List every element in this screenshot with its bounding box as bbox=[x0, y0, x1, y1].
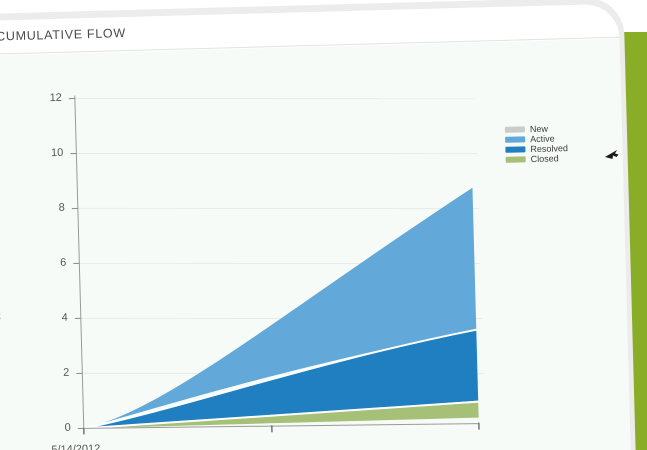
y-tick-label-8: 8 bbox=[58, 201, 65, 214]
cumulative-flow-chart bbox=[68, 95, 484, 435]
y-tick-label-2: 2 bbox=[63, 366, 70, 379]
page-title: CUMULATIVE FLOW bbox=[0, 26, 127, 44]
y-axis-line bbox=[74, 95, 85, 429]
x-tick-label-start: 5/14/2012 bbox=[51, 442, 101, 450]
y-tick-label-10: 10 bbox=[50, 146, 64, 160]
legend-label-active: Active bbox=[530, 133, 555, 145]
legend-swatch-resolved bbox=[505, 146, 526, 153]
chart-legend: New Active Resolved Closed bbox=[504, 122, 602, 165]
y-tick-label-4: 4 bbox=[61, 311, 68, 324]
axis-lines bbox=[74, 95, 479, 429]
legend-label-new: New bbox=[529, 123, 549, 135]
area-resolved bbox=[83, 330, 479, 429]
legend-swatch-closed bbox=[505, 156, 526, 163]
y-tick-label-12: 12 bbox=[49, 91, 63, 105]
legend-label-resolved: Resolved bbox=[530, 143, 569, 155]
x-axis-line bbox=[83, 423, 479, 429]
y-tick-label-6: 6 bbox=[60, 256, 67, 269]
arrow-cursor-icon bbox=[605, 150, 619, 159]
legend-label-closed: Closed bbox=[530, 153, 559, 165]
area-active bbox=[83, 187, 477, 429]
cumulative-flow-card: CUMULATIVE FLOW bbox=[0, 3, 631, 450]
legend-swatch-active bbox=[505, 136, 526, 143]
legend-swatch-new bbox=[504, 126, 525, 133]
y-axis-ticks bbox=[68, 97, 84, 429]
band-separators bbox=[83, 328, 479, 430]
y-tick-label-0: 0 bbox=[64, 421, 71, 434]
x-axis-ticks bbox=[83, 422, 480, 435]
